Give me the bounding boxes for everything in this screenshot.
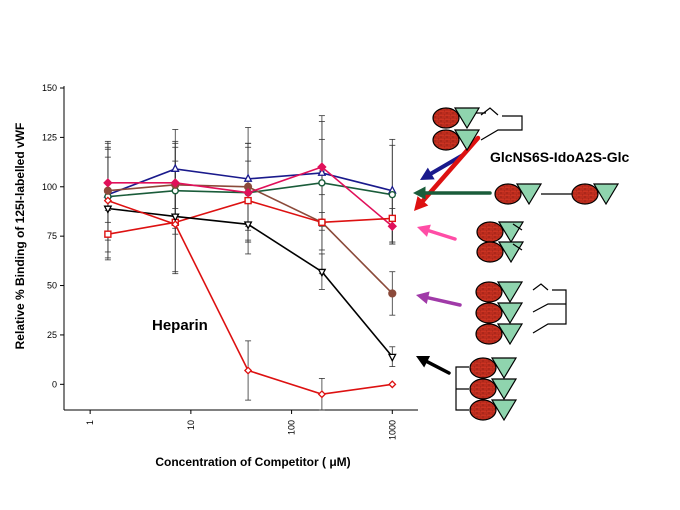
dimer-icon xyxy=(476,221,525,264)
branched-trimer-icon xyxy=(432,107,523,152)
ring-red-icon xyxy=(494,183,522,205)
marker-diamond-open xyxy=(317,390,327,399)
arrow-head xyxy=(420,167,435,180)
arrow-black xyxy=(416,355,451,375)
pointer-arrows xyxy=(413,135,492,375)
ring-red-icon xyxy=(469,378,497,400)
ring-red-icon xyxy=(571,183,599,205)
marker-triangle-down xyxy=(103,205,113,215)
marker-circle-open xyxy=(318,179,326,187)
marker-circle-filled xyxy=(103,186,112,195)
marker-triangle-down xyxy=(170,213,180,222)
marker-triangle-up xyxy=(317,167,327,176)
marker-triangle-up xyxy=(170,163,180,172)
trimer-icon xyxy=(455,357,518,422)
bracket-line xyxy=(512,223,523,251)
marker-square-open xyxy=(388,214,396,223)
arrow-head xyxy=(414,196,429,211)
x-tick-label: 1000 xyxy=(387,420,397,440)
triangle-green-icon xyxy=(490,357,518,380)
marker-diamond-filled xyxy=(243,187,253,198)
triangle-green-icon xyxy=(515,183,543,206)
ring-red-icon xyxy=(469,357,497,379)
ring-red-icon xyxy=(475,323,503,345)
marker-square-open xyxy=(104,230,112,238)
arrow-shaft xyxy=(427,229,457,241)
marker-diamond-filled xyxy=(103,178,113,188)
marker-diamond-filled xyxy=(317,162,327,172)
arrow-head xyxy=(417,224,431,237)
arrow-purple xyxy=(416,291,462,307)
marker-circle-open xyxy=(388,190,396,199)
arrow-green xyxy=(413,186,492,200)
error-bars xyxy=(104,115,396,411)
y-tick-label: 0 xyxy=(52,379,57,389)
triangle-green-icon xyxy=(453,129,481,152)
ring-red-icon xyxy=(432,129,460,151)
marker-diamond-open xyxy=(243,366,253,375)
x-tick-label: 100 xyxy=(287,420,297,435)
data-markers xyxy=(103,162,397,399)
ring-red-icon xyxy=(475,302,503,324)
arrow-red xyxy=(414,135,481,211)
marker-diamond-open xyxy=(171,220,180,229)
arrow-head xyxy=(416,355,431,368)
marker-diamond-open xyxy=(103,196,113,205)
marker-triangle-up xyxy=(243,173,253,182)
glcns6s-idoa2s-glc-icon xyxy=(494,183,620,206)
x-tick-label: 10 xyxy=(186,420,196,430)
marker-diamond-filled xyxy=(170,178,180,188)
tetramer-icon xyxy=(475,281,567,346)
x-axis-title: Concentration of Competitor ( μM) xyxy=(155,455,350,469)
heparin-label: Heparin xyxy=(152,317,208,334)
triangle-green-icon xyxy=(490,399,518,422)
marker-circle-filled xyxy=(388,289,397,298)
triangle-green-icon xyxy=(496,323,524,346)
marker-diamond-filled xyxy=(387,221,397,231)
marker-triangle-down xyxy=(387,353,397,363)
bracket-line xyxy=(476,107,523,141)
triangle-green-icon xyxy=(496,281,524,304)
triangle-green-icon xyxy=(496,302,524,325)
series-line xyxy=(107,207,393,358)
y-axis-title: Relative % Binding of 125I-labelled vWF xyxy=(13,123,27,350)
y-tick-label: 100 xyxy=(42,182,57,192)
y-tick-label: 125 xyxy=(42,132,57,142)
series-line xyxy=(107,199,393,235)
structure-icons xyxy=(432,107,620,422)
triangle-green-icon xyxy=(490,378,518,401)
triangle-green-icon xyxy=(592,183,620,206)
arrow-pink xyxy=(417,224,457,241)
marker-triangle-down xyxy=(317,268,327,278)
series-line xyxy=(107,166,393,227)
y-tick-label: 25 xyxy=(47,330,57,340)
structure-label: GlcNS6S-IdoA2S-Glc xyxy=(490,149,629,165)
y-tick-label: 75 xyxy=(47,231,57,241)
axes: 0 25 50 75 100 125 150 1 10 100 1000 xyxy=(42,83,418,440)
marker-square-open xyxy=(244,196,252,205)
bracket-line xyxy=(455,366,469,411)
arrow-shaft xyxy=(425,359,451,375)
ring-red-icon xyxy=(469,399,497,421)
y-tick-label: 50 xyxy=(47,281,57,291)
arrow-head xyxy=(416,291,430,305)
ring-red-icon xyxy=(432,107,460,129)
arrow-shaft xyxy=(426,296,462,307)
y-tick-label: 150 xyxy=(42,83,57,93)
ring-red-icon xyxy=(475,281,503,303)
x-tick-label: 1 xyxy=(85,420,95,425)
marker-diamond-open xyxy=(388,380,397,389)
series-line xyxy=(107,199,393,396)
ring-red-icon xyxy=(476,241,504,263)
bracket-line xyxy=(532,283,567,334)
arrow-shaft xyxy=(420,135,481,204)
arrow-head xyxy=(413,186,426,200)
marker-square-open xyxy=(318,218,326,227)
marker-triangle-down xyxy=(243,221,253,230)
ring-red-icon xyxy=(476,221,504,243)
triangle-green-icon xyxy=(453,107,481,130)
